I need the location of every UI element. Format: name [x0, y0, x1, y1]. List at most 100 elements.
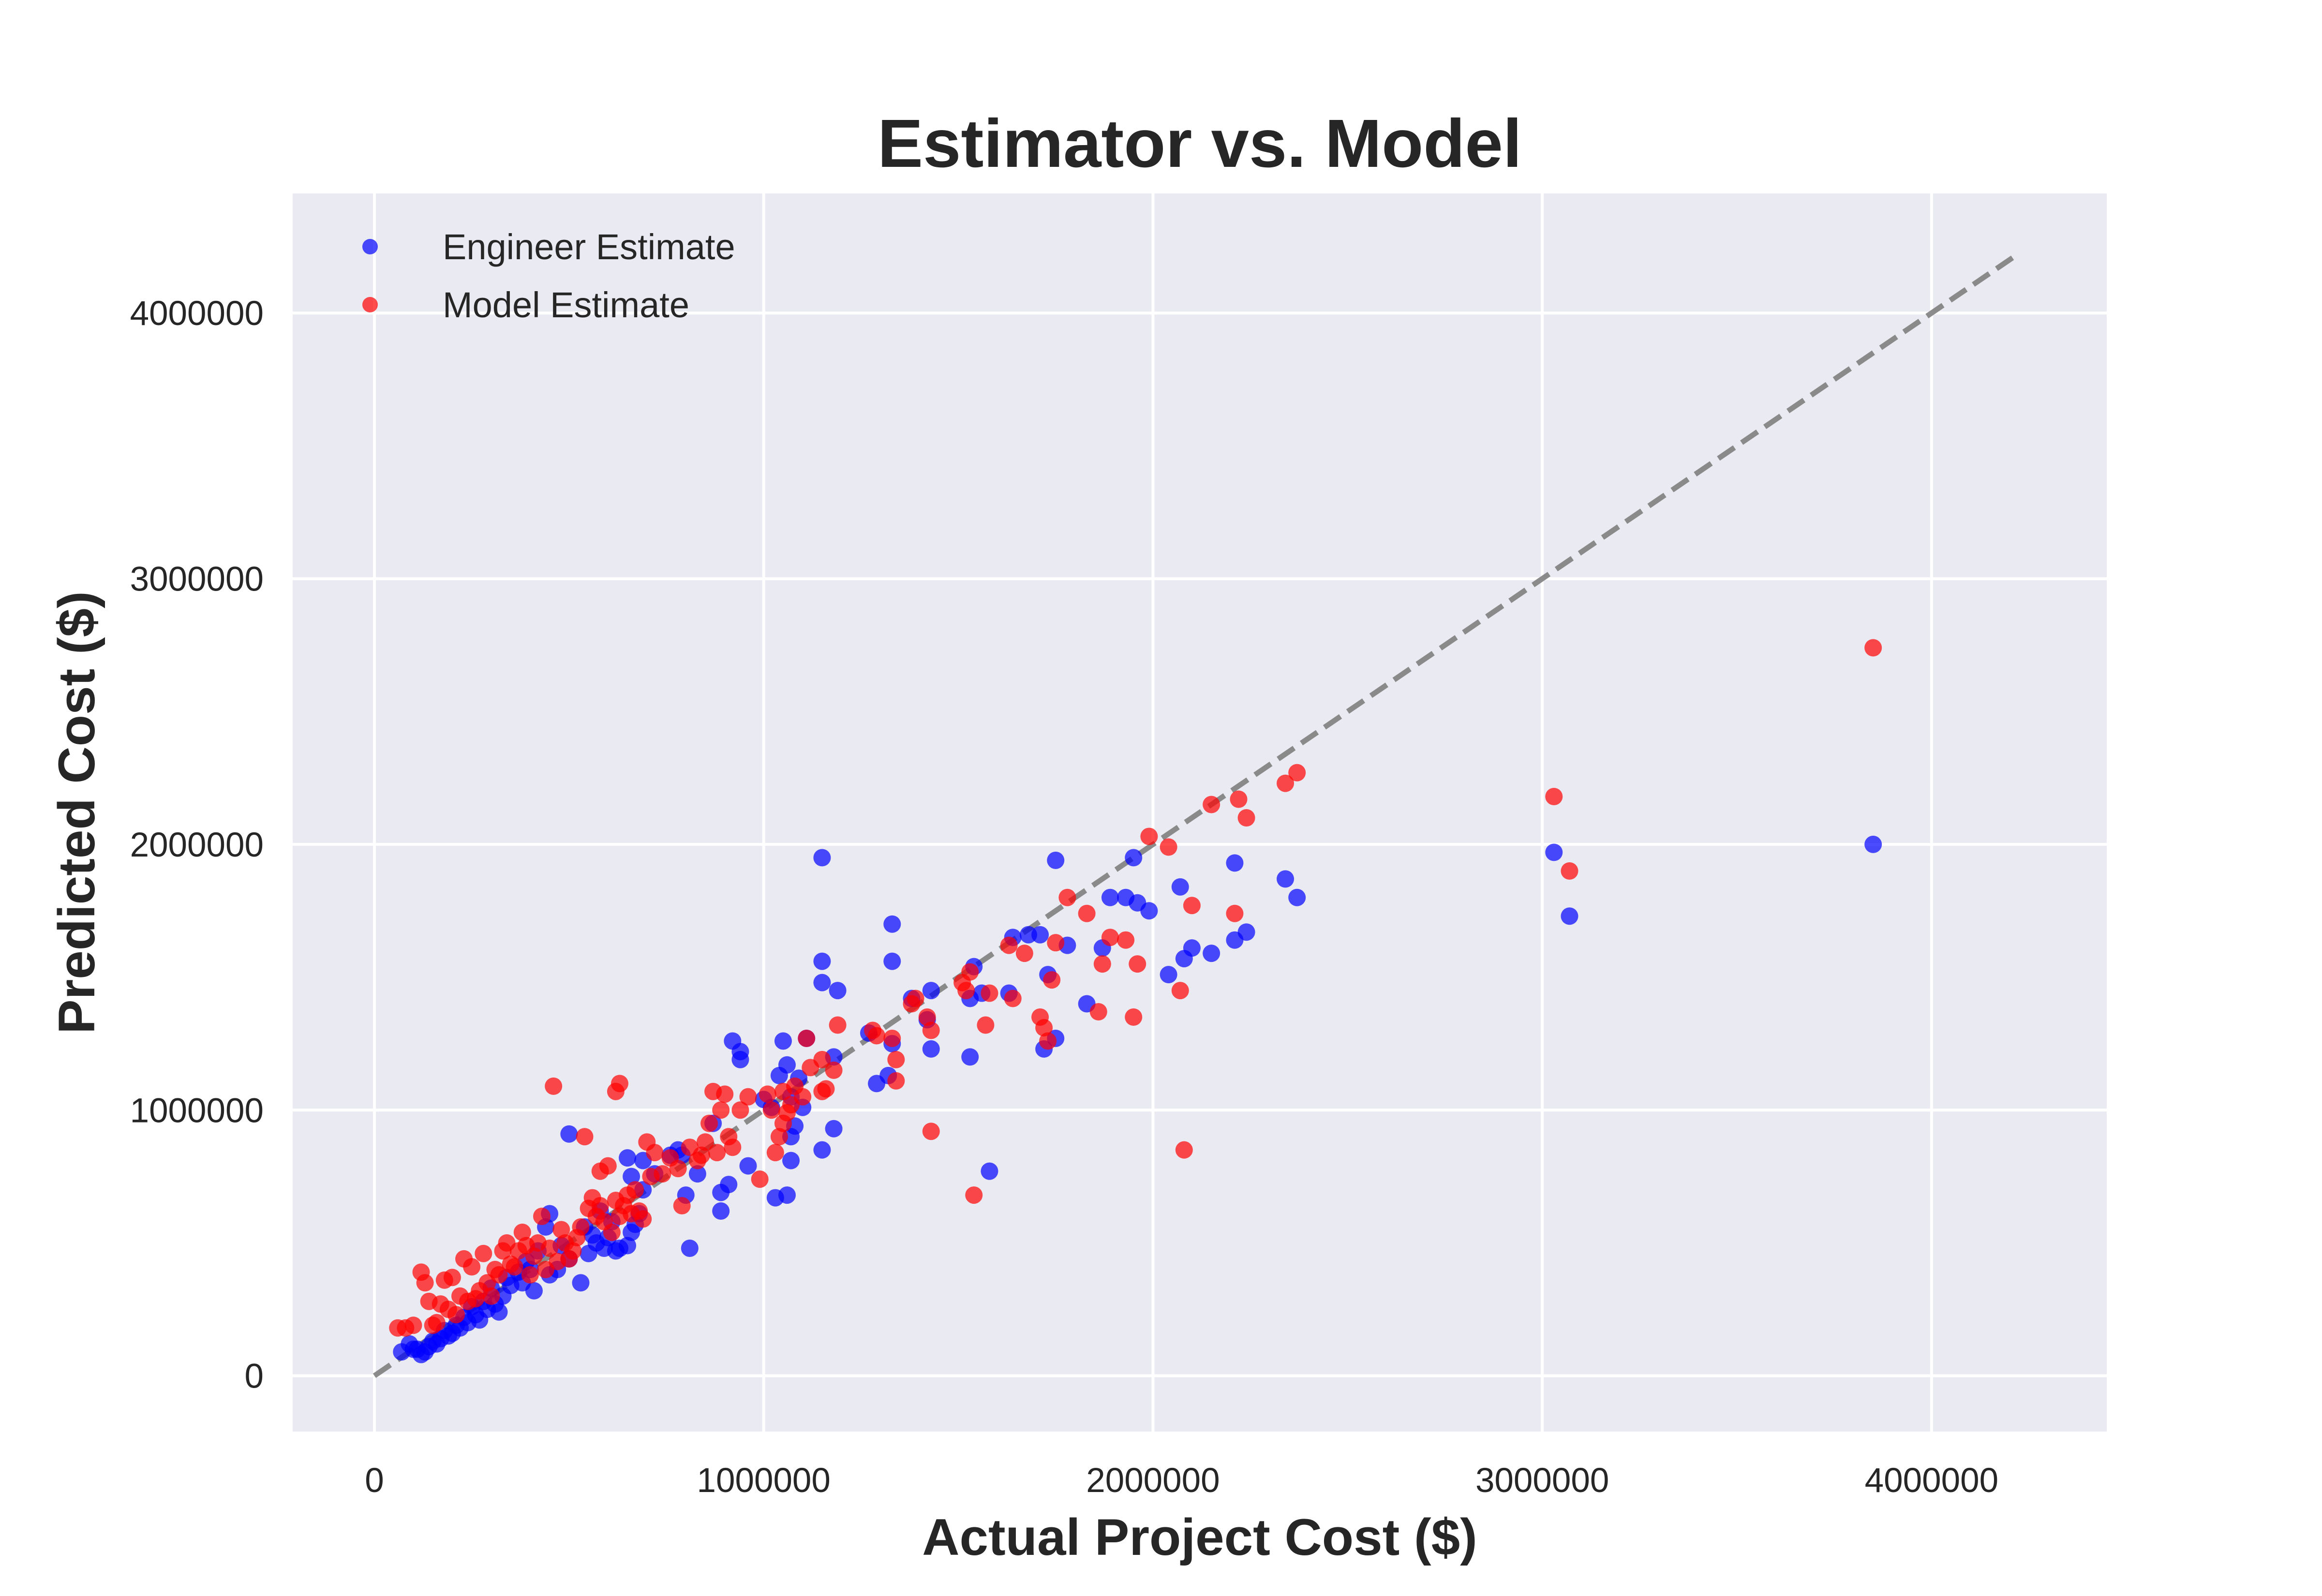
model-estimate-point [502, 1255, 520, 1273]
model-estimate-point [494, 1242, 512, 1260]
model-estimate-point [825, 1061, 843, 1079]
model-estimate-point [774, 1114, 792, 1132]
model-estimate-point [673, 1197, 691, 1215]
model-estimate-point [455, 1250, 473, 1268]
model-estimate-point [610, 1208, 628, 1226]
model-estimate-point [1125, 1008, 1143, 1026]
y-tick-label: 0 [245, 1358, 264, 1396]
model-estimate-point [1015, 945, 1033, 962]
model-estimate-point [451, 1287, 469, 1305]
model-estimate-point [1031, 1008, 1049, 1026]
model-estimate-point [697, 1133, 714, 1151]
model-estimate-point [739, 1088, 757, 1106]
model-estimate-point [712, 1101, 730, 1119]
model-estimate-points [389, 639, 1882, 1337]
model-estimate-point [770, 1128, 788, 1146]
engineer-estimate-point [1019, 926, 1037, 944]
model-estimate-point [607, 1082, 625, 1100]
model-estimate-point [1277, 774, 1295, 792]
model-estimate-point [1000, 936, 1018, 954]
model-estimate-point [1043, 971, 1061, 989]
model-estimate-point [537, 1260, 555, 1278]
model-estimate-point [661, 1149, 679, 1167]
engineer-estimate-point [813, 974, 831, 991]
engineer-estimate-point [619, 1149, 637, 1167]
model-estimate-point [720, 1128, 738, 1146]
model-estimate-point [1175, 1141, 1193, 1159]
y-axis-label: Predicted Cost ($) [47, 591, 105, 1034]
model-estimate-point [435, 1271, 453, 1289]
model-estimate-point [1101, 929, 1119, 946]
model-estimate-point [759, 1085, 776, 1103]
model-estimate-point [1093, 955, 1111, 973]
model-estimate-point [1078, 904, 1096, 922]
model-estimate-point [1058, 888, 1076, 906]
engineer-estimate-point [724, 1032, 742, 1050]
model-estimate-point [1183, 897, 1201, 915]
model-estimate-point [1288, 764, 1306, 782]
engineer-estimate-point [1125, 849, 1143, 867]
engineer-estimate-point [1160, 966, 1177, 984]
engineer-estimate-point [1117, 888, 1135, 906]
engineer-estimate-point [623, 1223, 640, 1241]
model-estimate-point [1089, 1003, 1107, 1021]
model-estimate-point [513, 1223, 531, 1241]
model-estimate-point [700, 1114, 718, 1132]
model-estimate-point [922, 1021, 940, 1039]
model-estimate-point [688, 1152, 706, 1169]
engineer-estimate-point [922, 982, 940, 1000]
engineer-estimate-point [580, 1244, 597, 1262]
model-estimate-point [802, 1059, 819, 1077]
model-estimate-point [918, 1008, 936, 1026]
engineer-estimate-point [825, 1120, 843, 1138]
model-estimate-point [545, 1077, 563, 1095]
x-tick-label: 1000000 [697, 1462, 831, 1500]
model-estimate-point [953, 974, 971, 991]
model-estimate-point [864, 1021, 882, 1039]
x-tick-label: 4000000 [1865, 1462, 1998, 1500]
engineer-estimate-point [1277, 870, 1295, 888]
model-estimate-point [798, 1029, 816, 1047]
engineer-estimate-point [1171, 878, 1189, 896]
model-estimate-point [965, 1186, 983, 1204]
engineer-estimate-point [766, 1189, 784, 1207]
identity-reference-line [372, 252, 2019, 1378]
model-estimate-point [704, 1082, 722, 1100]
engineer-estimate-point [868, 1075, 886, 1093]
model-estimate-point [1237, 809, 1255, 827]
model-estimate-point [580, 1199, 597, 1217]
engineer-estimate-point [1203, 945, 1221, 962]
engineer-estimate-point [393, 1343, 411, 1361]
model-estimate-point [475, 1244, 492, 1262]
y-tick-labels: 0 1000000 2000000 3000000 4000000 [130, 295, 264, 1395]
model-estimate-point [887, 1050, 905, 1068]
grid [293, 193, 2107, 1432]
engineer-estimate-point [813, 1141, 831, 1159]
model-estimate-point [977, 1016, 995, 1034]
x-tick-label: 2000000 [1086, 1462, 1220, 1500]
engineer-estimate-point [712, 1202, 730, 1220]
model-estimate-point [552, 1221, 570, 1239]
engineer-estimate-point [560, 1125, 578, 1143]
engineer-estimate-point [1175, 950, 1193, 968]
model-estimate-point [883, 1029, 901, 1047]
model-estimate-point [981, 984, 998, 1002]
engineer-estimate-point [572, 1274, 590, 1292]
y-tick-label: 3000000 [130, 561, 264, 599]
model-estimate-point [389, 1319, 407, 1337]
model-estimate-point [1230, 790, 1248, 808]
engineer-estimate-point [712, 1183, 730, 1201]
model-estimate-point [1545, 788, 1563, 806]
model-estimate-point [1226, 904, 1244, 922]
engineer-estimate-point [961, 1048, 979, 1066]
model-estimate-point [638, 1133, 656, 1151]
model-estimate-point [486, 1260, 504, 1278]
model-estimate-point [829, 1016, 847, 1034]
engineer-estimate-point [782, 1152, 800, 1169]
model-estimate-point [1171, 982, 1189, 1000]
model-estimate-point [556, 1234, 574, 1252]
model-estimate-point [1039, 1032, 1057, 1050]
engineer-estimate-point [1047, 851, 1065, 869]
chart-title: Estimator vs. Model [878, 105, 1522, 181]
